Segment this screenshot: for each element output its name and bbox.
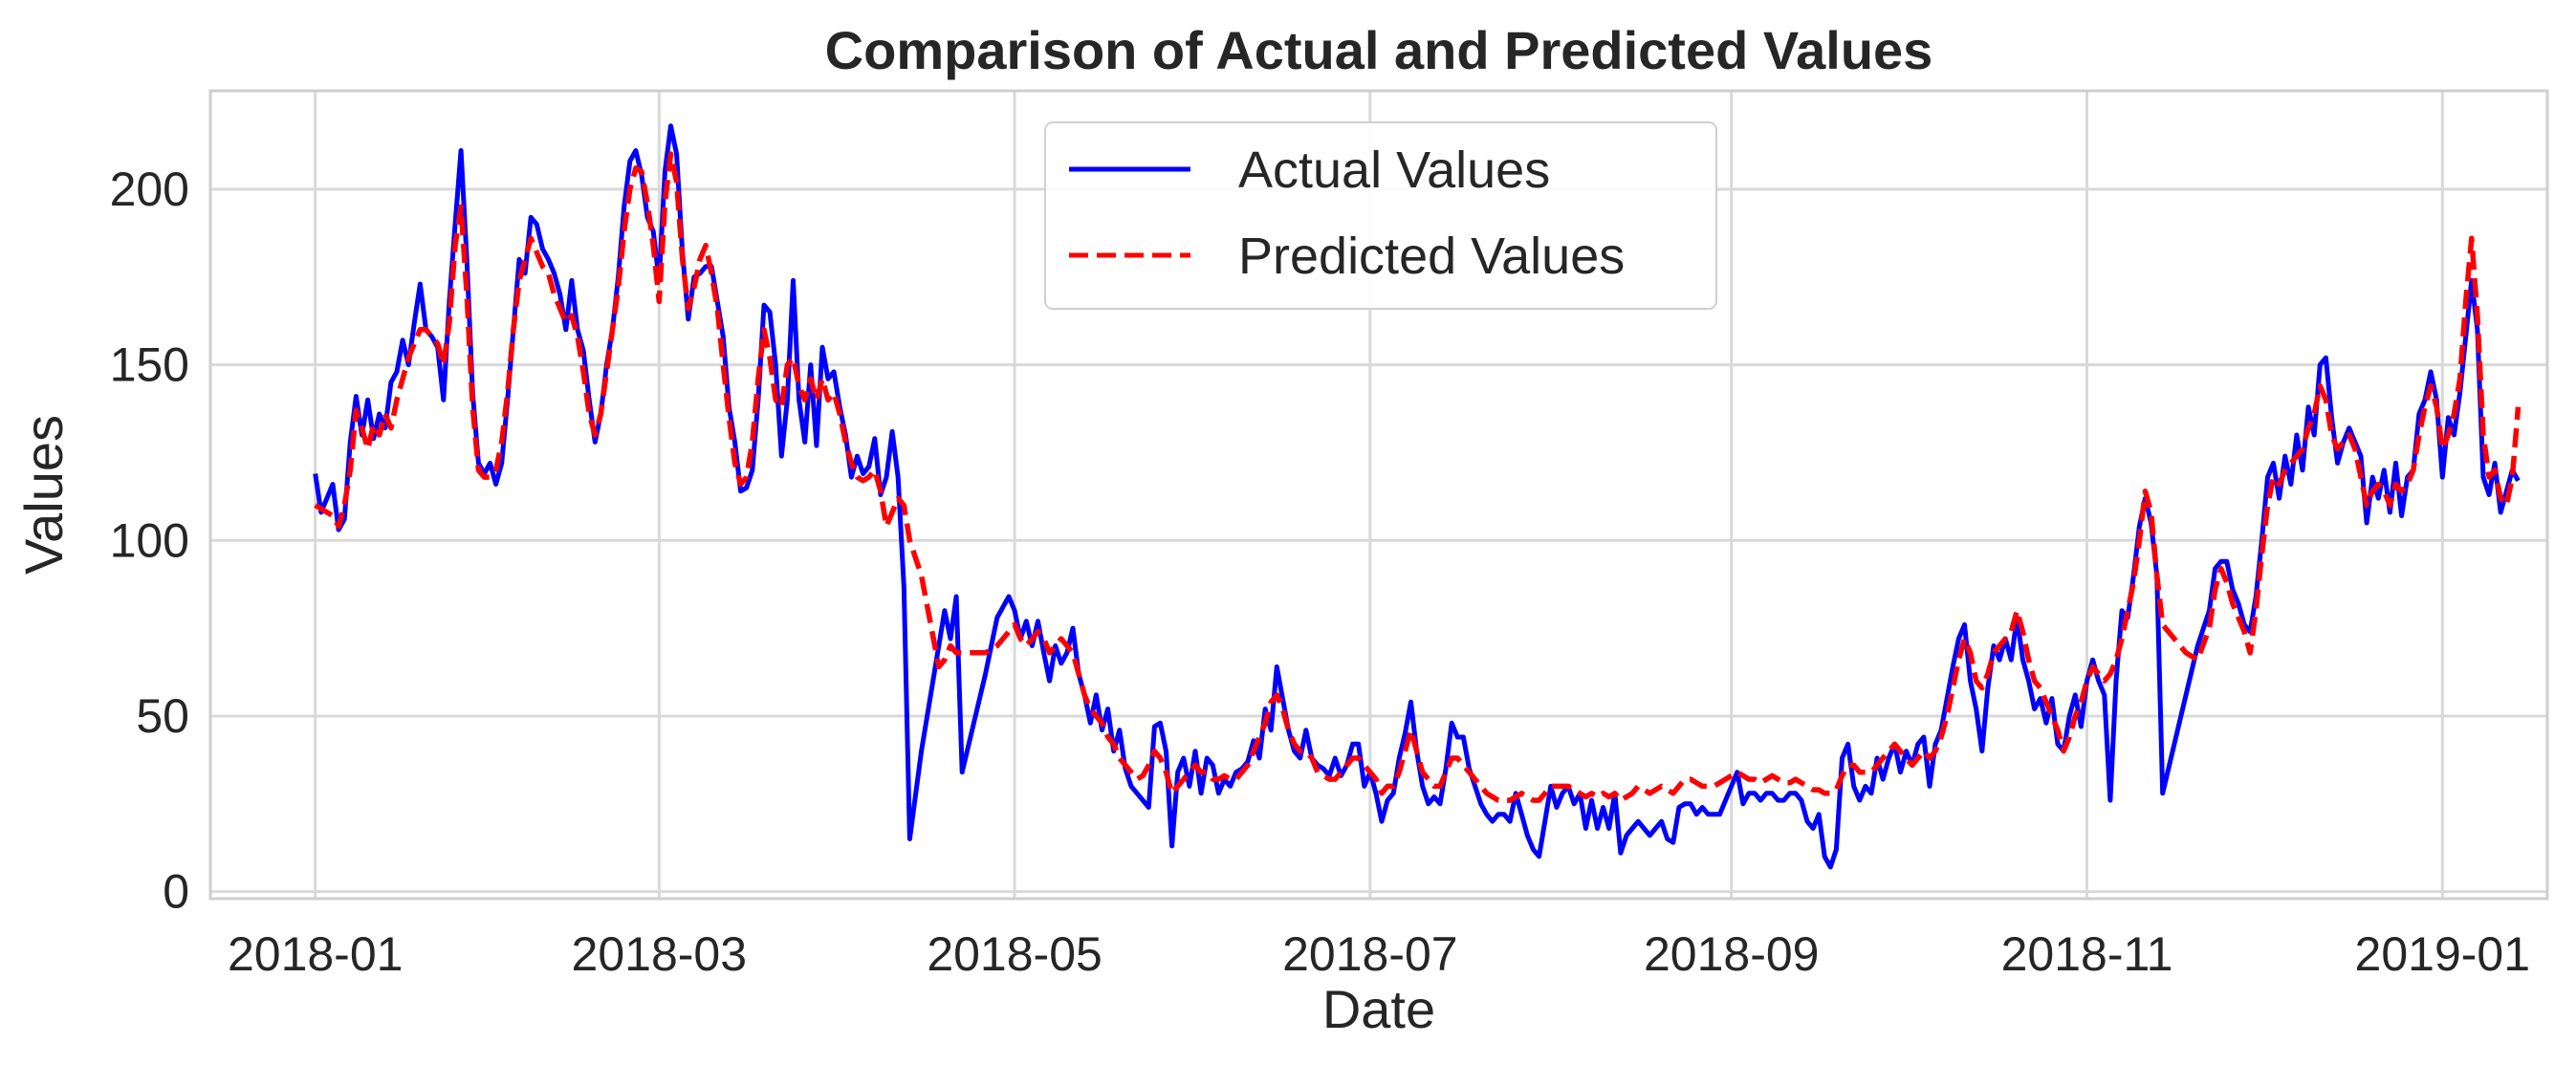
x-tick-label: 2018-01: [228, 927, 404, 981]
legend-box: [1044, 121, 1717, 310]
chart-title: Comparison of Actual and Predicted Value…: [825, 20, 1933, 80]
legend-label-predicted: Predicted Values: [1238, 228, 1625, 285]
x-tick-label: 2018-11: [2001, 927, 2173, 981]
series-lines: [313, 123, 2521, 870]
y-tick-label: 200: [110, 163, 189, 216]
x-axis-label: Date: [1322, 979, 1435, 1039]
y-tick-label: 100: [110, 513, 189, 567]
x-tick-label: 2018-09: [1644, 927, 1820, 981]
y-axis-label: Values: [13, 415, 74, 575]
y-tick-label: 150: [110, 338, 189, 392]
legend: Actual Values Predicted Values: [1044, 121, 1717, 310]
x-tick-label: 2018-05: [927, 927, 1102, 981]
x-tick-label: 2018-07: [1282, 927, 1458, 981]
x-tick-label: 2019-01: [2355, 927, 2531, 981]
series-line-actual: [313, 123, 2521, 870]
legend-label-actual: Actual Values: [1238, 141, 1550, 199]
y-tick-label: 0: [163, 865, 189, 919]
tick-labels: 0 50 100 150 200 2018-01 2018-03 2018-05 2018-07…: [110, 163, 2530, 981]
x-tick-label: 2018-03: [572, 927, 748, 981]
series-line-predicted: [314, 151, 2521, 803]
plot-area-frame: [208, 89, 2549, 901]
y-tick-label: 50: [136, 689, 189, 743]
